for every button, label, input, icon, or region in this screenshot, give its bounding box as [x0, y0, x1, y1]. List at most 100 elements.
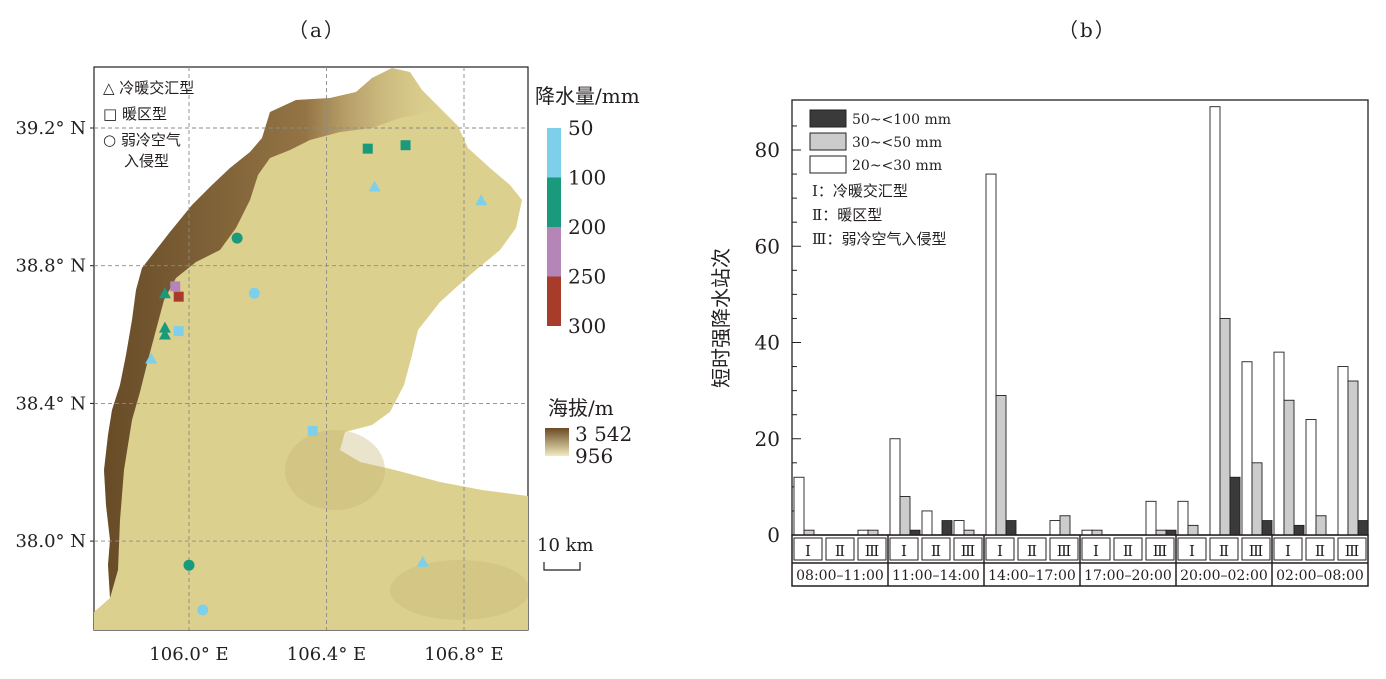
legend-label: 50~<100 mm: [852, 112, 951, 128]
y-tick-label: 20: [755, 427, 780, 451]
colorbar-tick-label: 200: [568, 215, 606, 239]
station-cold-warm: [158, 328, 171, 340]
bar: [1209, 106, 1221, 536]
subcategory-label: Ⅱ: [1027, 542, 1037, 560]
colorbar-tick-label: 100: [568, 166, 606, 190]
elevation-min: 956: [575, 444, 613, 468]
elevation-max: 3 542: [575, 422, 632, 446]
bar: [1305, 419, 1317, 536]
subcategory-label: Ⅱ: [1219, 542, 1229, 560]
bar-chart: 短时强降水站次 0 20 40 60 80 Ⅰ Ⅱ Ⅲ 08:00–11:00 Ⅰ Ⅱ Ⅲ 11:00…: [709, 99, 1369, 587]
lon-tick-label: 106.8° E: [424, 644, 503, 665]
station-cold-warm: [416, 555, 429, 567]
subcategory-label: Ⅰ: [1189, 542, 1195, 560]
time-group-label: 11:00–14:00: [892, 568, 980, 584]
legend-circle-cont: 入侵型: [124, 152, 169, 170]
subcategory-label: Ⅲ: [961, 542, 975, 560]
lat-tick-label: 39.2° N: [15, 118, 86, 139]
legend-circle: ○ 弱冷空气: [103, 131, 181, 149]
legend-swatch: [809, 109, 847, 128]
bar: [1059, 515, 1071, 536]
bar: [1145, 500, 1157, 536]
scale-label: 10 km: [537, 535, 594, 556]
type-legend-label: Ⅲ：弱冷空气入侵型: [812, 230, 946, 248]
bar: [1273, 351, 1285, 536]
subcategory-label: Ⅱ: [1315, 542, 1325, 560]
bar: [1229, 476, 1241, 536]
station-cold-warm: [145, 352, 158, 364]
bar: [889, 438, 901, 536]
subcategory-label: Ⅰ: [1285, 542, 1291, 560]
hill-shade-east: [390, 560, 528, 620]
type-legend-label: Ⅰ：冷暖交汇型: [812, 182, 908, 200]
bar: [1261, 520, 1273, 536]
station-warm-sector: [362, 143, 373, 154]
legend-swatch: [809, 132, 847, 151]
colorbar-tick-label: 300: [568, 314, 606, 338]
subcategory-label: Ⅰ: [1093, 542, 1099, 560]
subcategory-label: Ⅰ: [901, 542, 907, 560]
lon-tick-label: 106.4° E: [287, 644, 366, 665]
bar: [1005, 520, 1017, 536]
station-weak-cold: [183, 559, 195, 571]
subcategory-label: Ⅰ: [997, 542, 1003, 560]
panel-b-label: （b）: [1058, 18, 1117, 42]
bar: [1347, 380, 1359, 536]
colorbar-segment: [547, 227, 561, 277]
bar: [1177, 500, 1189, 536]
subcategory-label: Ⅱ: [1123, 542, 1133, 560]
subcategory-label: Ⅱ: [835, 542, 845, 560]
bar: [1337, 366, 1349, 536]
bar: [899, 496, 911, 536]
time-group-label: 17:00–20:00: [1084, 568, 1172, 584]
station-weak-cold: [231, 232, 243, 244]
station-warm-sector: [170, 281, 181, 292]
legend-swatch: [809, 155, 847, 174]
legend-triangle: △ 冷暖交汇型: [103, 79, 194, 97]
time-group-label: 20:00–02:00: [1180, 568, 1268, 584]
station-cold-warm: [368, 180, 381, 192]
bar: [1283, 399, 1295, 536]
station-warm-sector: [173, 291, 184, 302]
subcategory-label: Ⅲ: [1249, 542, 1263, 560]
y-tick-label: 60: [755, 234, 780, 258]
elevation-title: 海拔/m: [548, 396, 614, 420]
lat-tick-label: 38.8° N: [15, 256, 86, 277]
bar: [941, 520, 953, 536]
subcategory-label: Ⅲ: [865, 542, 879, 560]
y-tick-label: 0: [767, 523, 780, 547]
y-axis-label: 短时强降水站次: [709, 248, 733, 388]
station-cold-warm: [158, 287, 171, 299]
colorbar-tick-label: 250: [568, 265, 606, 289]
bar: [985, 173, 997, 536]
bar: [793, 476, 805, 536]
bar: [1357, 520, 1369, 536]
time-group-label: 02:00–08:00: [1276, 568, 1364, 584]
scale-bar: [543, 562, 581, 571]
bar: [995, 394, 1007, 536]
y-tick-label: 80: [755, 138, 780, 162]
lat-tick-label: 38.4° N: [15, 393, 86, 414]
elevation-gradient: [545, 428, 569, 456]
subcategory-label: Ⅲ: [1057, 542, 1071, 560]
colorbar-segment: [547, 276, 561, 326]
bar: [1293, 524, 1305, 536]
bar: [1251, 462, 1263, 536]
station-warm-sector: [307, 425, 318, 436]
station-map: 39.2° N 38.8° N 38.4° N 38.0° N 106.0° E 106…: [15, 66, 640, 665]
bar: [1241, 361, 1253, 536]
station-warm-sector: [400, 140, 411, 151]
subcategory-label: Ⅲ: [1345, 542, 1359, 560]
type-legend-label: Ⅱ：暖区型: [812, 206, 882, 224]
station-cold-warm: [475, 194, 488, 206]
station-cold-warm: [158, 321, 171, 333]
bar: [1315, 515, 1327, 536]
y-tick-label: 40: [755, 331, 780, 355]
time-group-label: 08:00–11:00: [796, 568, 884, 584]
bar: [1049, 520, 1061, 536]
bar: [1187, 524, 1199, 536]
subcategory-label: Ⅰ: [805, 542, 811, 560]
colorbar-tick-label: 50: [568, 116, 593, 140]
legend-label: 20~<30 mm: [852, 158, 942, 174]
station-weak-cold: [248, 287, 260, 299]
